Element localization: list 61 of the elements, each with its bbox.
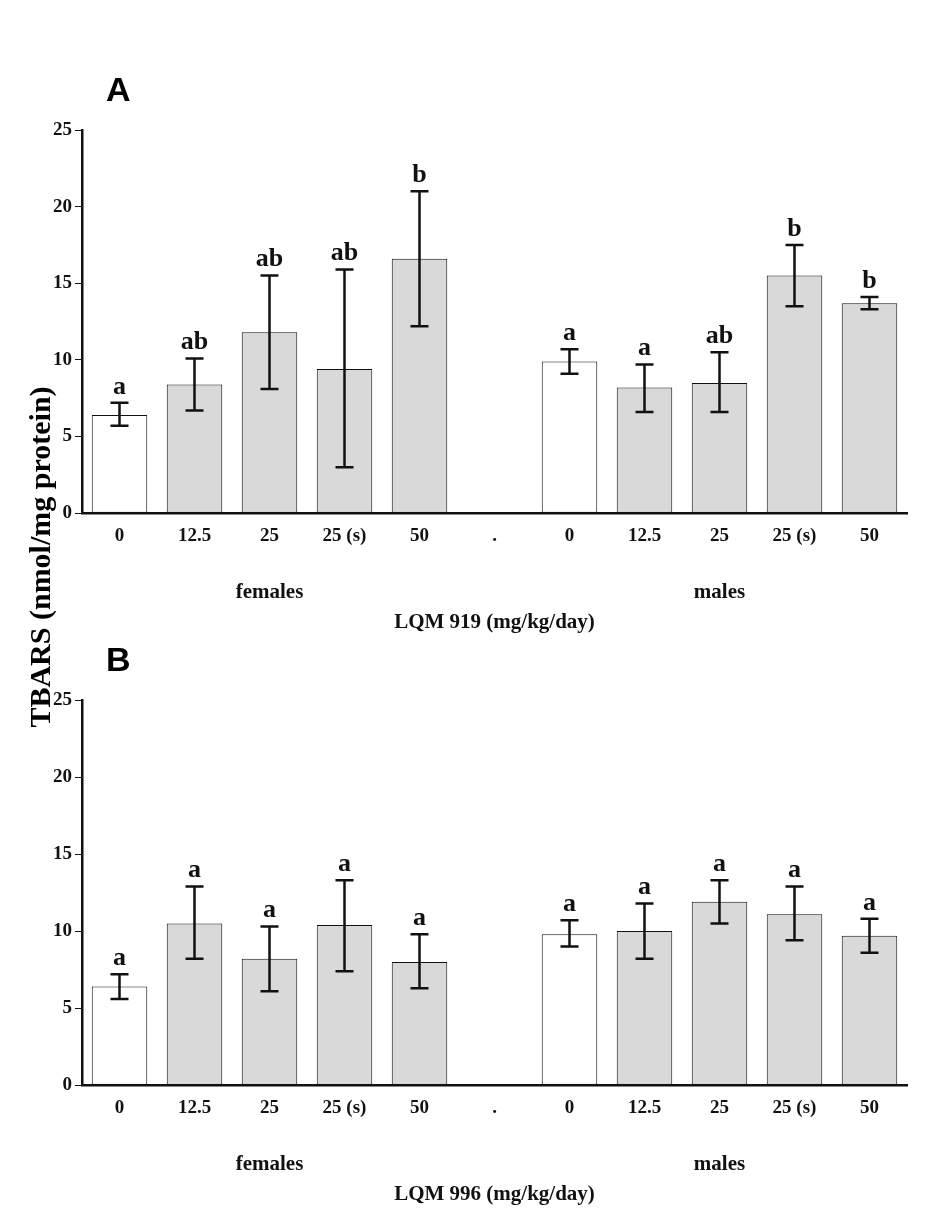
chart-title: A (106, 70, 131, 109)
chart-title: B (106, 640, 131, 679)
y-tick-label: 0 (62, 501, 72, 523)
annotation: a (788, 854, 801, 884)
annotation: a (263, 894, 276, 924)
text: females (235, 1150, 304, 1175)
x-tick-label: 50 (860, 1095, 879, 1117)
annotation: a (638, 871, 651, 901)
annotation: a (563, 316, 576, 346)
y-tick-label: 10 (53, 919, 72, 941)
x-tick-label: . (492, 523, 497, 545)
annotation: ab (255, 243, 284, 273)
annotation: a (863, 886, 876, 916)
y-tick-label: 25 (53, 117, 72, 139)
annotation: a (338, 847, 351, 877)
annotation: b (787, 212, 802, 242)
annotation: a (113, 941, 126, 971)
x-tick-label: 50 (410, 1095, 429, 1117)
x-tick-label: 12.5 (177, 523, 212, 545)
x-tick-label: 25 (710, 1095, 729, 1117)
x-tick-label: 0 (564, 523, 575, 545)
annotation: ab (330, 237, 359, 267)
text: males (693, 1150, 746, 1175)
x-tick-label: . (492, 1095, 497, 1117)
annotation: b (412, 159, 427, 189)
annotation: b (862, 264, 877, 294)
annotation: a (713, 847, 726, 877)
annotation: ab (705, 319, 734, 349)
x-axis-title: LQM 996 (mg/kg/day) (394, 1180, 595, 1205)
x-tick-label: 25 (260, 523, 279, 545)
x-tick-label: 25 (260, 1095, 279, 1117)
y-tick-label: 15 (53, 841, 72, 863)
y-tick-label: 15 (53, 271, 72, 293)
annotation: a (188, 854, 201, 884)
x-tick-label: 0 (564, 1095, 575, 1117)
annotation: a (113, 370, 126, 400)
text: females (235, 578, 304, 603)
x-tick-label: 25 (710, 523, 729, 545)
annotation: a (413, 901, 426, 931)
annotation: ab (180, 326, 209, 356)
x-tick-label: 25 (s) (322, 523, 367, 546)
y-tick-label: 20 (53, 764, 72, 786)
annotation: a (638, 332, 651, 362)
x-tick-label: 12.5 (627, 1095, 662, 1117)
x-tick-label: 25 (s) (772, 1095, 817, 1118)
text: males (693, 578, 746, 603)
y-tick-label: 10 (53, 347, 72, 369)
annotation: a (563, 888, 576, 918)
x-tick-label: 25 (s) (772, 523, 817, 546)
y-tick-label: 5 (62, 424, 72, 446)
y-tick-label: 5 (62, 996, 72, 1018)
x-tick-label: 0 (114, 1095, 125, 1117)
x-tick-label: 12.5 (627, 523, 662, 545)
y-tick-label: 0 (62, 1073, 72, 1095)
x-tick-label: 0 (114, 523, 125, 545)
x-tick-label: 50 (410, 523, 429, 545)
x-axis-title: LQM 919 (mg/kg/day) (394, 608, 595, 633)
x-tick-label: 25 (s) (322, 1095, 367, 1118)
x-tick-label: 50 (860, 523, 879, 545)
y-tick-label: 20 (53, 194, 72, 216)
x-tick-label: 12.5 (177, 1095, 212, 1117)
